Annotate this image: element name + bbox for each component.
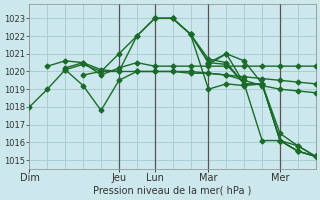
X-axis label: Pression niveau de la mer( hPa ): Pression niveau de la mer( hPa )	[93, 186, 252, 196]
